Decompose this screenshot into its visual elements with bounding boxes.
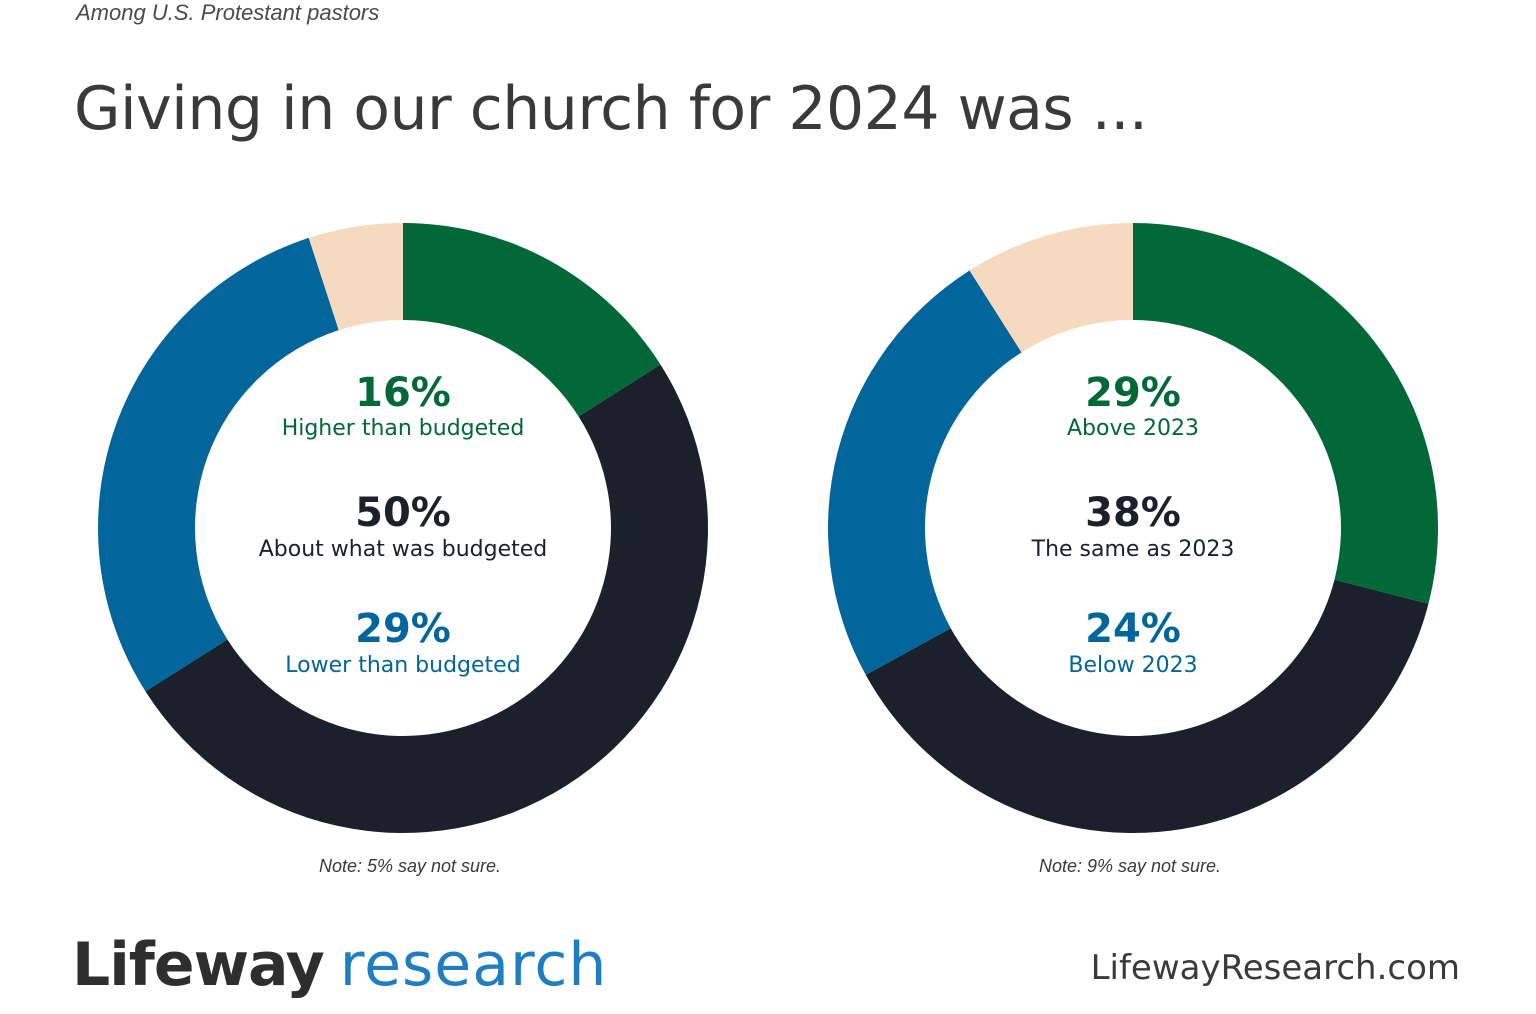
- donut-1-slice-2: [827, 270, 1022, 675]
- donut-0-slice-3: [308, 223, 403, 331]
- donut-1-slice-0: [1133, 223, 1438, 604]
- donut-0-value-label-2: 29%: [355, 606, 451, 652]
- donut-0-slice-0: [403, 223, 661, 417]
- donut-1-value-label-0: 29%: [1085, 370, 1181, 416]
- logo-word-lifeway: Lifeway: [72, 930, 325, 1000]
- logo-word-research: research: [339, 930, 608, 1000]
- donut-0-slice-1: [145, 364, 708, 833]
- donut-1-category-label-1: The same as 2023: [1031, 537, 1235, 562]
- donut-0-category-label-2: Lower than budgeted: [285, 653, 520, 678]
- donut-0-value-label-0: 16%: [355, 370, 451, 416]
- donut-1-value-label-1: 38%: [1085, 490, 1181, 536]
- chart-note-left: Note: 5% say not sure.: [318, 856, 502, 876]
- chart-note-right: Note: 9% say not sure.: [1038, 856, 1222, 876]
- donut-0-category-label-1: About what was budgeted: [259, 537, 548, 562]
- donut-0-slice-2: [97, 237, 339, 692]
- donut-1-category-label-2: Below 2023: [1068, 653, 1197, 678]
- donut-0-category-label-0: Higher than budgeted: [282, 416, 525, 441]
- chart-title: Giving in our church for 2024 was ...: [74, 74, 1148, 144]
- donut-1-slice-3: [969, 223, 1133, 353]
- donut-1-value-label-2: 24%: [1085, 606, 1181, 652]
- lifeway-research-logo: Lifeway research: [72, 930, 607, 1010]
- website-url: LifewayResearch.com: [1090, 948, 1460, 988]
- donut-0-value-label-1: 50%: [355, 490, 451, 536]
- donut-1-category-label-0: Above 2023: [1067, 416, 1199, 441]
- donut-1-slice-1: [865, 579, 1429, 833]
- chart-subtitle: Among U.S. Protestant pastors: [76, 0, 380, 25]
